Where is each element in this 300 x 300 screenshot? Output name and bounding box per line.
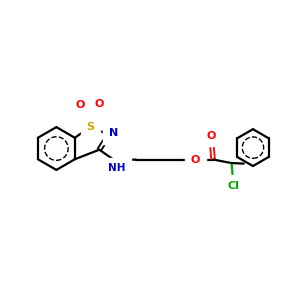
Text: NH: NH bbox=[108, 164, 126, 173]
Text: O: O bbox=[76, 100, 85, 110]
Text: O: O bbox=[190, 154, 200, 164]
Text: S: S bbox=[86, 122, 94, 131]
Text: O: O bbox=[207, 131, 216, 141]
Text: N: N bbox=[109, 128, 118, 138]
Text: Cl: Cl bbox=[227, 181, 239, 191]
Text: O: O bbox=[94, 99, 104, 109]
